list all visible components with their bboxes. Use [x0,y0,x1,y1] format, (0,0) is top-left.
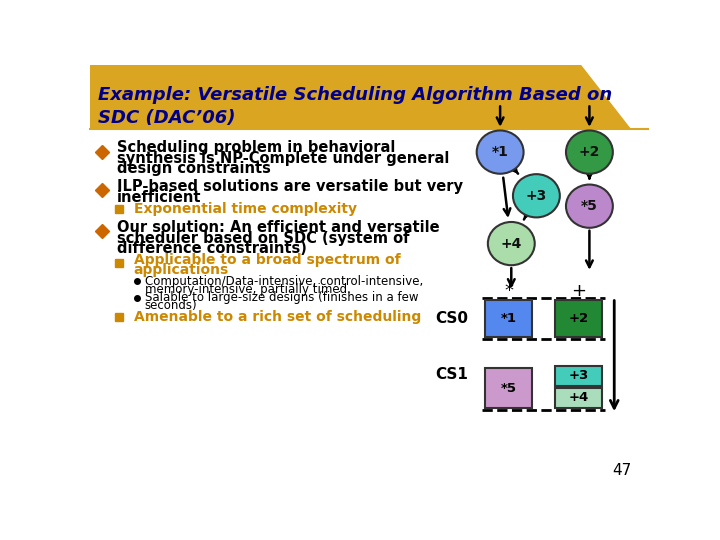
Text: *: * [504,282,513,300]
Text: SDC (DAC’06): SDC (DAC’06) [99,109,236,127]
Ellipse shape [477,131,523,174]
Text: design constraints: design constraints [117,161,271,176]
Text: +: + [571,282,586,300]
Text: Example: Versatile Scheduling Algorithm Based on: Example: Versatile Scheduling Algorithm … [99,86,613,104]
Ellipse shape [566,131,613,174]
Text: Computation/Data-intensive, control-intensive,: Computation/Data-intensive, control-inte… [145,275,423,288]
Text: *5: *5 [581,199,598,213]
Text: applications: applications [133,263,229,277]
FancyBboxPatch shape [554,300,602,337]
Text: CS1: CS1 [435,367,468,382]
Text: Applicable to a broad spectrum of: Applicable to a broad spectrum of [133,253,400,267]
Text: Our solution: An efficient and versatile: Our solution: An efficient and versatile [117,220,439,235]
Text: +3: +3 [568,369,588,382]
Text: inefficient: inefficient [117,190,202,205]
Text: Scheduling problem in behavioral: Scheduling problem in behavioral [117,140,395,156]
Text: *1: *1 [500,312,516,325]
Text: +2: +2 [579,145,600,159]
Ellipse shape [566,185,613,228]
Ellipse shape [513,174,560,218]
Text: CS0: CS0 [435,311,468,326]
Text: +4: +4 [568,392,588,404]
Text: difference constraints): difference constraints) [117,241,307,256]
Text: +4: +4 [500,237,522,251]
Text: Salable to large-size designs (finishes in a few: Salable to large-size designs (finishes … [145,291,418,304]
FancyBboxPatch shape [485,300,532,337]
Ellipse shape [488,222,535,265]
Text: *5: *5 [500,382,516,395]
Polygon shape [90,65,631,129]
Text: seconds): seconds) [145,299,197,312]
Text: ILP-based solutions are versatile but very: ILP-based solutions are versatile but ve… [117,179,463,194]
Text: *1: *1 [492,145,508,159]
Text: 47: 47 [612,463,631,478]
FancyBboxPatch shape [485,368,532,408]
Text: scheduler based on SDC (system of: scheduler based on SDC (system of [117,231,409,246]
Text: memory-intensive, partially timed.: memory-intensive, partially timed. [145,283,351,296]
FancyBboxPatch shape [554,366,602,386]
Text: Amenable to a rich set of scheduling: Amenable to a rich set of scheduling [133,310,420,324]
Text: +3: +3 [526,189,547,203]
Text: +2: +2 [568,312,588,325]
FancyBboxPatch shape [554,388,602,408]
Text: synthesis is NP-Complete under general: synthesis is NP-Complete under general [117,151,449,166]
Text: Exponential time complexity: Exponential time complexity [133,202,356,217]
